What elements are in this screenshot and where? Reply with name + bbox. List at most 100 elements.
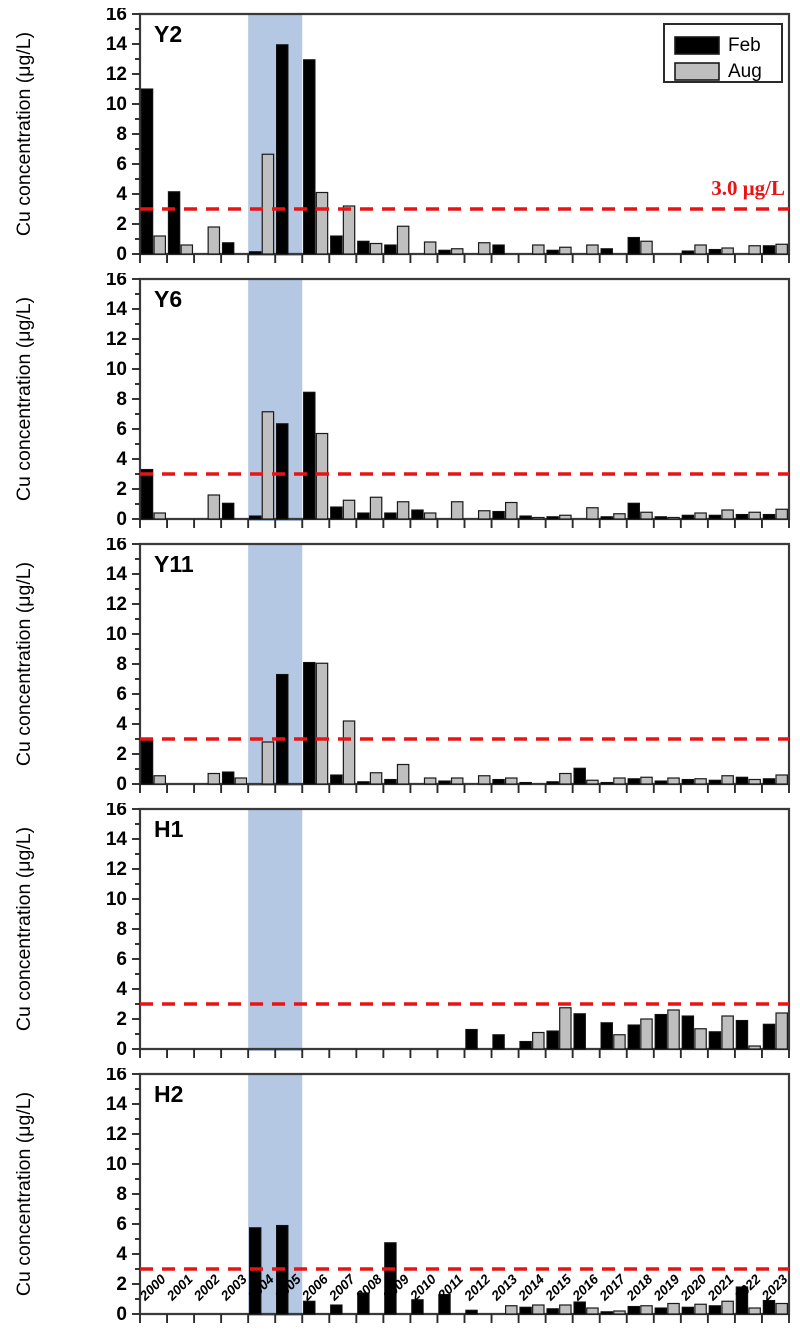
y-axis-title: Cu concentration (μg/L) <box>13 297 35 501</box>
bar-feb <box>140 88 154 255</box>
bar-feb <box>546 516 559 520</box>
bar-feb <box>248 251 262 255</box>
bar-feb <box>438 780 451 785</box>
bar-feb <box>546 781 559 785</box>
bar-aug <box>694 512 707 520</box>
bar-aug <box>586 507 599 520</box>
bar-aug <box>748 1045 761 1050</box>
y-tick-label: 2 <box>116 744 127 765</box>
bar-feb <box>654 1307 668 1315</box>
bar-feb <box>384 1242 397 1315</box>
x-tick-label: 2015 <box>542 1271 575 1304</box>
x-tick-label: 2009 <box>379 1271 412 1304</box>
bar-feb <box>492 510 505 520</box>
y-tick-label: 16 <box>106 1068 127 1085</box>
bar-feb <box>762 778 776 785</box>
panel-title-y2: Y2 <box>154 21 182 47</box>
bar-aug <box>559 246 572 255</box>
x-tick-label: 2013 <box>488 1271 521 1304</box>
y-tick-label: 2 <box>116 214 127 235</box>
panel-y6: 0 2 4 6 8 10 12 14 16 Y6 Cu concentration (μg/L) <box>0 273 800 531</box>
bar-aug <box>180 244 194 255</box>
bar-feb <box>600 248 613 255</box>
highlight-band-2004-2005 <box>248 279 303 521</box>
y-tick-label: 10 <box>106 889 127 910</box>
x-tick-label: 2017 <box>596 1270 630 1304</box>
x-tick-label: 2007 <box>325 1270 359 1304</box>
bar-aug <box>315 662 329 785</box>
bar-aug <box>640 1018 653 1050</box>
bar-aug <box>748 778 761 785</box>
y-tick-label: 14 <box>106 564 128 585</box>
bar-feb <box>654 780 668 785</box>
y-tick-label: 6 <box>116 1214 127 1235</box>
y-tick-label: 10 <box>106 94 127 115</box>
x-tick-label: 2023 <box>758 1271 791 1304</box>
bar-aug <box>613 513 626 520</box>
y-tick-label: 6 <box>116 419 127 440</box>
y-axis-title: Cu concentration (μg/L) <box>13 1092 35 1296</box>
y-tick-label: 4 <box>116 449 127 470</box>
y-tick-label: 14 <box>106 34 128 55</box>
y-tick-label: 16 <box>106 8 127 25</box>
bar-aug <box>613 777 626 785</box>
bar-aug <box>559 514 572 520</box>
bar-feb <box>248 515 262 520</box>
x-tick-label: 2006 <box>298 1271 331 1304</box>
bar-aug <box>640 1305 653 1315</box>
bar-aug <box>694 1028 707 1050</box>
y-tick-label: 0 <box>116 509 127 530</box>
y-tick-label: 8 <box>116 124 127 145</box>
bar-feb <box>762 1023 776 1050</box>
x-tick-label: 2003 <box>217 1271 250 1304</box>
bar-feb <box>384 512 397 520</box>
y-tick-label: 4 <box>116 979 127 1000</box>
bar-feb <box>438 1293 451 1315</box>
bar-feb <box>600 1022 613 1050</box>
bar-feb <box>248 1227 262 1315</box>
x-tick-label: 2001 <box>163 1272 196 1305</box>
y-tick-label: 12 <box>106 859 127 880</box>
bar-aug <box>667 1302 680 1315</box>
bar-aug <box>532 1031 545 1050</box>
bar-aug <box>450 501 464 520</box>
bar-feb <box>681 1306 695 1315</box>
bar-feb <box>519 781 532 785</box>
bar-feb <box>627 1305 641 1315</box>
y-tick-label: 0 <box>116 774 127 795</box>
bar-aug <box>315 191 329 255</box>
bar-feb <box>492 1034 505 1050</box>
bar-feb <box>627 502 641 520</box>
threshold-label: 3.0 μg/L <box>711 176 785 200</box>
bar-aug <box>532 1304 545 1315</box>
bar-feb <box>681 1015 695 1050</box>
bar-aug <box>559 1304 572 1315</box>
x-tick-label: 2016 <box>569 1271 602 1304</box>
bar-feb <box>600 516 613 520</box>
bar-aug <box>450 777 464 785</box>
plot-frame <box>138 542 791 786</box>
x-tick-label: 2018 <box>623 1271 656 1304</box>
bar-feb <box>627 1024 641 1050</box>
bar-aug <box>721 775 734 785</box>
bar-aug <box>667 516 680 520</box>
x-tick-label: 2020 <box>677 1271 710 1304</box>
bar-aug <box>261 741 275 785</box>
bar-aug <box>342 720 356 785</box>
bar-feb <box>411 1299 424 1315</box>
bar-feb <box>384 778 397 785</box>
bar-feb <box>654 1013 668 1050</box>
bar-feb <box>492 244 505 255</box>
bar-aug <box>775 508 788 520</box>
bar-aug <box>315 432 329 520</box>
bar-aug <box>477 510 491 520</box>
x-axis-labels: 2000 2001 2002 2003 2004 2005 2006 2007 2008 2009… <box>0 1270 800 1339</box>
bar-feb <box>573 767 586 785</box>
bar-feb <box>681 514 695 520</box>
panel-title-h1: H1 <box>154 816 184 842</box>
y-tick-label: 10 <box>106 1154 127 1175</box>
bar-feb <box>303 661 316 785</box>
y-tick-label: 14 <box>106 829 128 850</box>
bar-aug <box>207 226 221 255</box>
bar-feb <box>330 1304 343 1315</box>
